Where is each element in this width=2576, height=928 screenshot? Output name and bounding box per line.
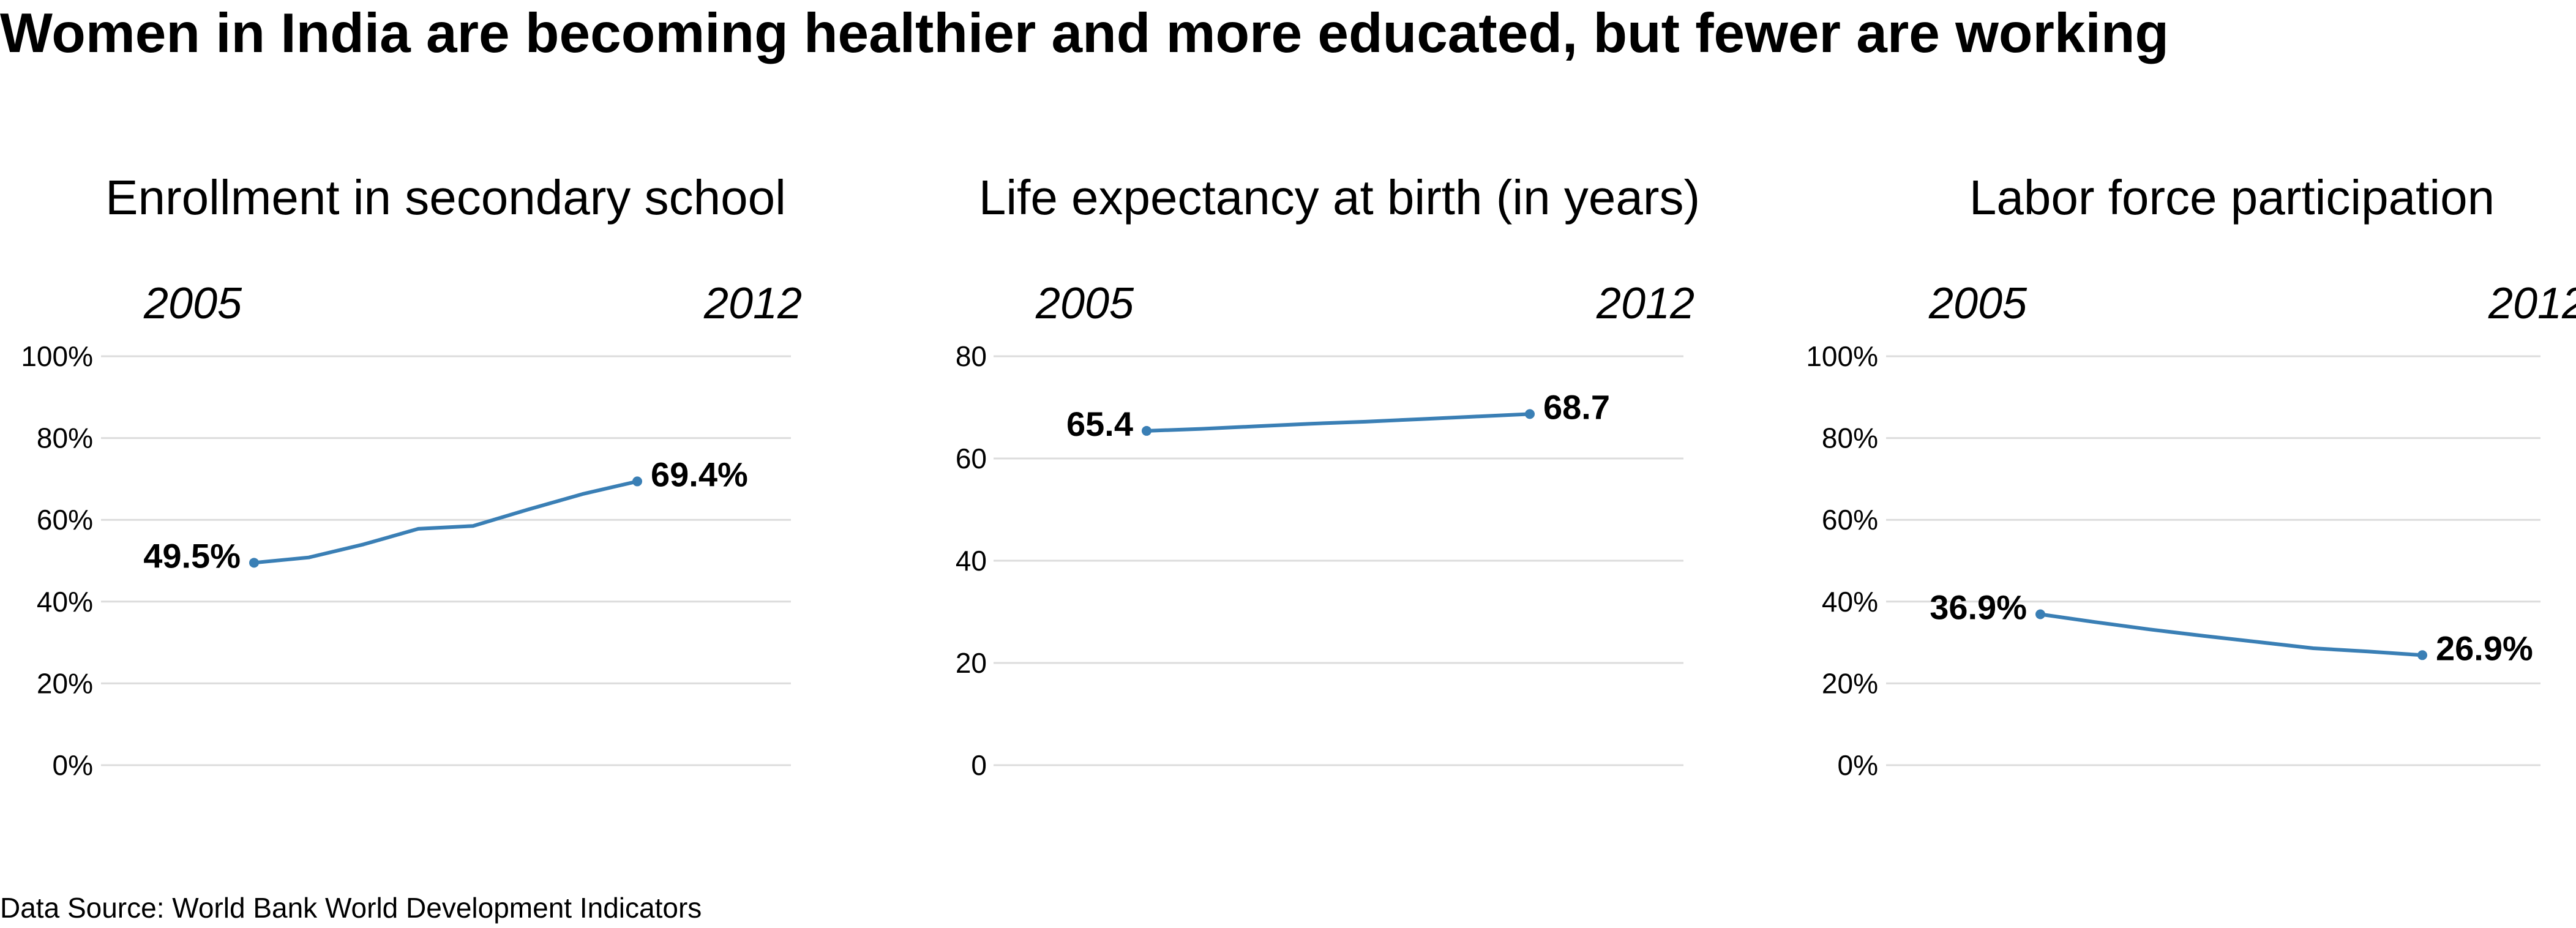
start-year-label: 2005 (1928, 279, 2027, 328)
start-point-marker (1142, 425, 1151, 436)
end-year-label: 2012 (703, 279, 802, 328)
start-value-label: 36.9% (1930, 588, 2027, 627)
y-tick-label: 0% (53, 749, 93, 781)
y-tick-label: 60% (37, 504, 93, 536)
end-value-label: 69.4% (651, 455, 748, 493)
series-line-2 (1145, 412, 1532, 433)
y-tick-label: 100% (1806, 340, 1878, 372)
end-year-label: 2012 (1596, 279, 1694, 328)
start-value-label: 49.5% (143, 536, 241, 575)
y-tick-label: 40% (37, 586, 93, 618)
y-tick-label: 60% (1822, 504, 1878, 536)
series-line-1 (252, 479, 639, 565)
y-tick-label: 0% (1838, 749, 1878, 781)
end-point-marker (632, 476, 642, 487)
y-tick-label: 20% (1822, 667, 1878, 699)
start-year-label: 2005 (1035, 279, 1134, 328)
end-value-label: 68.7 (1543, 387, 1610, 426)
y-tick-label: 60 (956, 443, 987, 474)
y-tick-label: 80% (1822, 422, 1878, 454)
panel-title-1: Enrollment in secondary school (105, 170, 786, 225)
y-tick-label: 40 (956, 545, 987, 577)
y-tick-label: 0 (971, 749, 987, 781)
panel-title-3: Labor force participation (1969, 170, 2495, 225)
start-year-label: 2005 (143, 279, 242, 328)
y-tick-label: 80% (37, 422, 93, 454)
start-value-label: 65.4 (1066, 405, 1133, 443)
end-year-label: 2012 (2488, 279, 2576, 328)
end-point-marker (1525, 409, 1535, 419)
data-source-note: Data Source: World Bank World Developmen… (0, 892, 702, 924)
panel-title-2: Life expectancy at birth (in years) (979, 170, 1700, 225)
y-tick-label: 80 (956, 340, 987, 372)
y-tick-label: 20 (956, 647, 987, 679)
page-title: Women in India are becoming healthier an… (0, 2, 2170, 64)
series-line-3 (2039, 612, 2424, 657)
y-tick-label: 40% (1822, 586, 1878, 618)
y-tick-label: 100% (21, 340, 93, 372)
end-point-marker (2417, 650, 2427, 660)
start-point-marker (2035, 609, 2045, 619)
start-point-marker (249, 558, 259, 568)
y-tick-label: 20% (37, 667, 93, 699)
end-value-label: 26.9% (2436, 629, 2533, 667)
